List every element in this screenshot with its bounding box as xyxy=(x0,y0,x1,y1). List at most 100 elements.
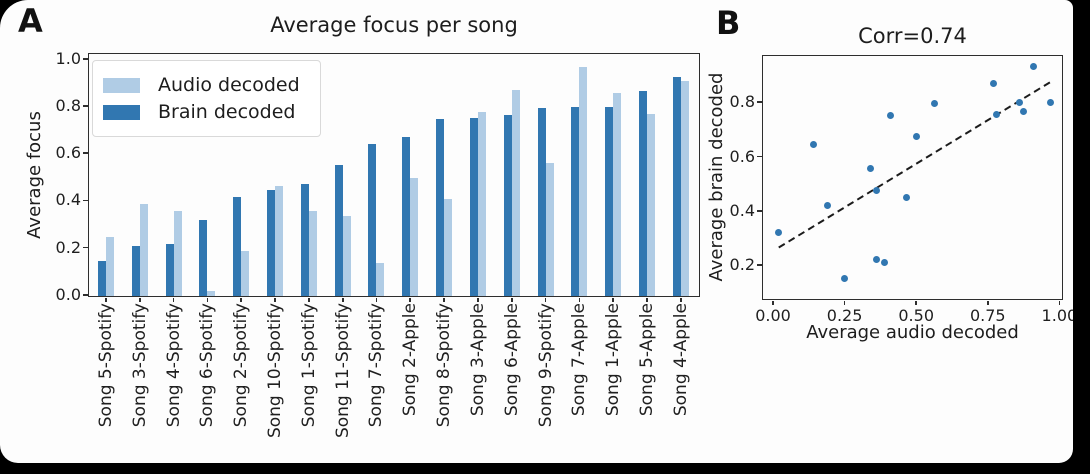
scatter-point xyxy=(1015,98,1023,106)
audio-bar xyxy=(444,199,453,296)
x-tick-mark xyxy=(138,297,141,303)
scatter-x-axis-label: Average audio decoded xyxy=(806,322,1019,343)
scatter-point xyxy=(841,275,849,283)
x-tick-mark xyxy=(510,297,513,303)
scatter-point xyxy=(902,193,910,201)
x-tick-label: 1.00 xyxy=(1041,305,1073,325)
scatter-point xyxy=(1030,63,1038,71)
x-category-label: Song 2-Spotify xyxy=(231,302,252,428)
brain-bar xyxy=(436,119,445,296)
audio-bar xyxy=(275,186,284,296)
brain-bar xyxy=(300,183,309,296)
scatter-point xyxy=(912,132,920,140)
scatter-point xyxy=(872,256,880,264)
x-tick-label: 0.75 xyxy=(969,305,1006,325)
brain-bar xyxy=(267,189,276,296)
y-tick-label: 0.4 xyxy=(729,200,755,220)
x-tick-mark xyxy=(843,300,846,306)
x-category-label: Song 6-Spotify xyxy=(197,302,218,428)
y-tick-label: 0.4 xyxy=(55,190,81,210)
y-tick-mark xyxy=(757,210,762,212)
legend-item: Audio decoded xyxy=(103,74,300,96)
audio-bar xyxy=(139,203,148,296)
legend: Audio decoded Brain decoded xyxy=(92,60,321,137)
audio-decoded-swatch xyxy=(103,77,140,93)
y-tick-label: 0.8 xyxy=(55,96,81,115)
legend-label: Audio decoded xyxy=(158,74,300,96)
brain-bar xyxy=(165,244,174,296)
brain-bar xyxy=(334,165,343,296)
x-tick-mark xyxy=(240,297,243,303)
bar-chart-y-axis-label: Average focus xyxy=(24,111,45,239)
scatter-chart-title: Corr=0.74 xyxy=(858,24,967,48)
x-category-label: Song 7-Spotify xyxy=(366,302,387,428)
x-tick-label: 0.25 xyxy=(826,305,863,325)
x-tick-label: 0.00 xyxy=(755,305,791,325)
scatter-point xyxy=(775,229,783,237)
y-tick-mark xyxy=(83,152,88,155)
y-tick-label: 0.6 xyxy=(55,143,81,163)
audio-bar xyxy=(545,162,554,296)
x-tick-mark xyxy=(105,297,107,303)
audio-bar xyxy=(342,215,351,296)
brain-bar xyxy=(503,115,512,296)
audio-bar xyxy=(105,237,114,296)
x-tick-mark xyxy=(206,297,209,303)
x-tick-mark xyxy=(772,300,774,306)
y-tick-label: 0.0 xyxy=(55,284,81,304)
x-category-label: Song 1-Apple xyxy=(603,302,624,416)
x-tick-mark xyxy=(578,297,581,303)
audio-bar xyxy=(241,251,250,296)
scatter-point xyxy=(990,79,997,87)
audio-bar xyxy=(477,111,486,296)
scatter-point xyxy=(931,100,939,108)
y-tick-mark xyxy=(757,155,762,158)
x-category-label: Song 9-Spotify xyxy=(535,302,556,428)
legend-label: Brain decoded xyxy=(158,101,296,123)
x-tick-mark xyxy=(477,297,479,303)
x-category-label: Song 5-Spotify xyxy=(95,302,116,428)
brain-bar xyxy=(97,260,106,296)
audio-bar xyxy=(579,67,588,296)
x-category-label: Song 5-Apple xyxy=(637,302,658,416)
audio-bar xyxy=(410,178,419,296)
scatter-point xyxy=(823,201,831,209)
bar-chart-plot-area: Audio decoded Brain decoded 0.0 0.2 0.4 0.6 0… xyxy=(56,49,700,438)
scatter-point xyxy=(872,186,880,194)
brain-bar xyxy=(199,220,208,296)
audio-bar xyxy=(308,211,317,296)
x-category-label: Song 4-Spotify xyxy=(163,302,184,428)
panel-b-label: B xyxy=(716,4,741,42)
brain-bar xyxy=(672,76,681,296)
y-tick-mark xyxy=(83,57,88,60)
brain-bar xyxy=(402,136,411,296)
audio-bar xyxy=(207,291,216,296)
audio-bar xyxy=(173,211,182,296)
x-tick-mark xyxy=(172,297,175,303)
scatter-point xyxy=(809,140,817,148)
y-tick-mark xyxy=(83,199,88,202)
y-tick-mark xyxy=(83,246,88,249)
brain-bar xyxy=(469,117,478,296)
audio-bar xyxy=(647,114,656,296)
x-category-label: Song 11-Spotify xyxy=(332,302,353,438)
brain-bar xyxy=(233,196,242,296)
y-tick-mark xyxy=(83,105,88,107)
x-tick-mark xyxy=(915,300,918,306)
audio-bar xyxy=(613,93,622,296)
brain-bar xyxy=(605,107,614,296)
brain-bar xyxy=(537,108,546,296)
scatter-point xyxy=(992,110,1000,118)
scatter-point xyxy=(886,112,894,120)
audio-bar xyxy=(376,262,385,296)
scatter-point xyxy=(1020,108,1028,116)
x-tick-mark xyxy=(680,297,682,303)
y-tick-label: 1.0 xyxy=(55,48,81,68)
x-category-label: Song 1-Spotify xyxy=(298,302,319,428)
scatter-point xyxy=(866,165,874,173)
y-tick-mark xyxy=(83,293,88,296)
x-tick-mark xyxy=(274,297,276,303)
brain-bar xyxy=(368,143,377,296)
audio-bar xyxy=(511,89,520,296)
